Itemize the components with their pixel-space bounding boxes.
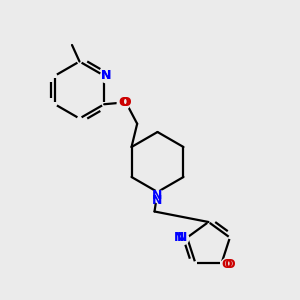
Text: O: O [225, 258, 236, 271]
Text: N: N [100, 69, 111, 82]
Text: N: N [152, 194, 163, 206]
Text: O: O [222, 258, 232, 271]
Text: N: N [152, 189, 163, 202]
Text: N: N [176, 231, 187, 244]
Text: N: N [100, 69, 111, 82]
Text: O: O [121, 96, 131, 109]
Text: O: O [118, 96, 129, 109]
Text: N: N [174, 231, 185, 244]
